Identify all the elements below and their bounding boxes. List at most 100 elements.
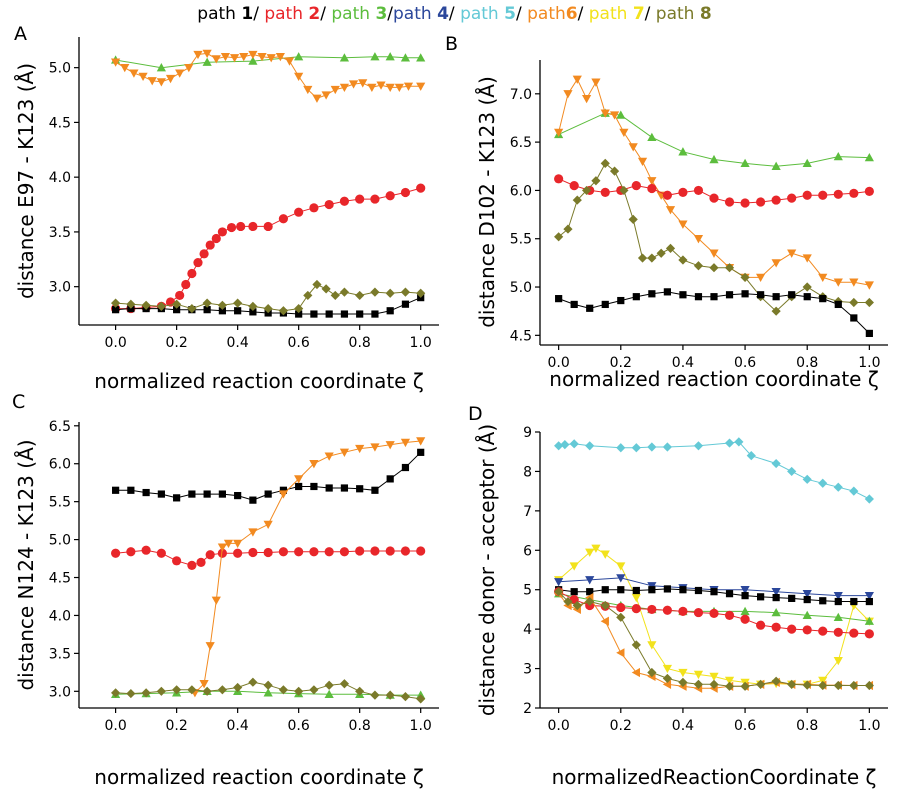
data-point bbox=[678, 220, 688, 229]
data-point bbox=[321, 284, 331, 294]
data-point bbox=[417, 448, 425, 456]
data-point bbox=[303, 85, 313, 95]
data-point bbox=[647, 253, 657, 263]
x-tick-label: 0.4 bbox=[672, 355, 694, 371]
y-axis-label: distance N124 - K123 (Å) bbox=[14, 439, 38, 690]
y-tick: 5.0 bbox=[510, 280, 540, 296]
data-point bbox=[631, 604, 641, 614]
x-tick-label: 0.6 bbox=[734, 355, 756, 371]
data-point bbox=[572, 600, 582, 611]
data-point bbox=[662, 664, 672, 674]
y-tick: 7.0 bbox=[510, 87, 540, 103]
data-point bbox=[220, 53, 231, 62]
x-tick: 0.8 bbox=[349, 325, 371, 351]
data-point bbox=[563, 90, 573, 99]
data-point bbox=[111, 298, 121, 308]
data-point bbox=[802, 158, 812, 168]
data-point bbox=[385, 441, 395, 450]
data-point bbox=[217, 685, 227, 695]
legend-separator: / bbox=[448, 4, 461, 24]
data-point bbox=[601, 300, 609, 309]
data-point bbox=[637, 253, 648, 263]
x-tick: 0.4 bbox=[227, 325, 249, 351]
data-point bbox=[771, 622, 781, 632]
data-point bbox=[239, 53, 249, 62]
series-2 bbox=[554, 174, 874, 208]
data-point bbox=[355, 686, 365, 696]
x-tick-label: 1.0 bbox=[858, 355, 880, 371]
data-point bbox=[756, 679, 766, 689]
data-point bbox=[367, 83, 377, 92]
data-point bbox=[818, 190, 828, 200]
series-3 bbox=[190, 437, 426, 698]
data-point bbox=[616, 443, 626, 453]
data-point bbox=[678, 668, 688, 678]
x-tick: 0.0 bbox=[548, 345, 570, 371]
series-2 bbox=[112, 448, 425, 504]
data-point bbox=[591, 176, 601, 186]
data-point bbox=[802, 625, 812, 635]
y-tick-label: 6.0 bbox=[49, 457, 71, 473]
legend-number: 1 bbox=[241, 4, 254, 24]
data-point bbox=[233, 539, 243, 548]
data-point bbox=[111, 58, 121, 67]
data-point bbox=[693, 670, 704, 680]
data-point bbox=[310, 310, 318, 318]
data-point bbox=[601, 586, 609, 594]
x-tick-label: 0.4 bbox=[672, 718, 694, 734]
data-point bbox=[662, 442, 672, 452]
data-point bbox=[600, 600, 610, 611]
x-tick-label: 0.2 bbox=[610, 718, 632, 734]
data-point bbox=[278, 306, 289, 316]
data-point bbox=[355, 290, 365, 301]
data-point bbox=[211, 233, 221, 244]
data-point bbox=[385, 288, 395, 298]
legend-separator: / bbox=[320, 4, 332, 24]
data-point bbox=[309, 685, 319, 695]
data-point bbox=[724, 197, 735, 207]
x-tick-label: 0.6 bbox=[288, 718, 310, 734]
data-point bbox=[385, 83, 395, 92]
legend-separator: / bbox=[253, 4, 265, 24]
data-point bbox=[746, 451, 756, 461]
y-tick-label: 6 bbox=[523, 543, 532, 559]
data-point bbox=[582, 185, 592, 196]
data-point bbox=[400, 187, 411, 198]
y-tick-label: 6.5 bbox=[49, 419, 71, 435]
data-point bbox=[554, 128, 564, 138]
data-point bbox=[202, 298, 212, 308]
data-point bbox=[864, 281, 874, 290]
data-point bbox=[710, 293, 718, 301]
data-point bbox=[355, 194, 365, 204]
data-point bbox=[591, 78, 601, 87]
data-point bbox=[339, 448, 350, 457]
data-point bbox=[184, 63, 194, 73]
data-point bbox=[400, 287, 411, 297]
x-axis-label: normalized reaction coordinate ζ bbox=[94, 765, 423, 789]
data-point bbox=[788, 594, 796, 602]
data-point bbox=[864, 297, 874, 308]
data-point bbox=[141, 300, 151, 310]
x-tick-label: 0.0 bbox=[104, 335, 126, 351]
data-point bbox=[278, 490, 289, 499]
data-point bbox=[156, 301, 166, 311]
data-point bbox=[693, 261, 704, 271]
panel-letter: C bbox=[12, 391, 25, 413]
data-point bbox=[416, 82, 426, 91]
data-point bbox=[324, 199, 334, 210]
data-point bbox=[386, 307, 394, 315]
y-tick: 6.5 bbox=[510, 135, 540, 151]
y-tick-label: 2 bbox=[523, 701, 532, 717]
data-point bbox=[416, 437, 426, 446]
data-point bbox=[771, 607, 781, 617]
data-point bbox=[126, 547, 136, 557]
data-point bbox=[819, 295, 827, 303]
data-point bbox=[324, 680, 334, 690]
data-point bbox=[416, 694, 426, 704]
data-point bbox=[356, 310, 364, 318]
data-point bbox=[694, 586, 703, 595]
x-tick: 1.0 bbox=[858, 708, 880, 734]
x-tick-label: 0.6 bbox=[288, 335, 310, 351]
data-point bbox=[339, 196, 350, 206]
